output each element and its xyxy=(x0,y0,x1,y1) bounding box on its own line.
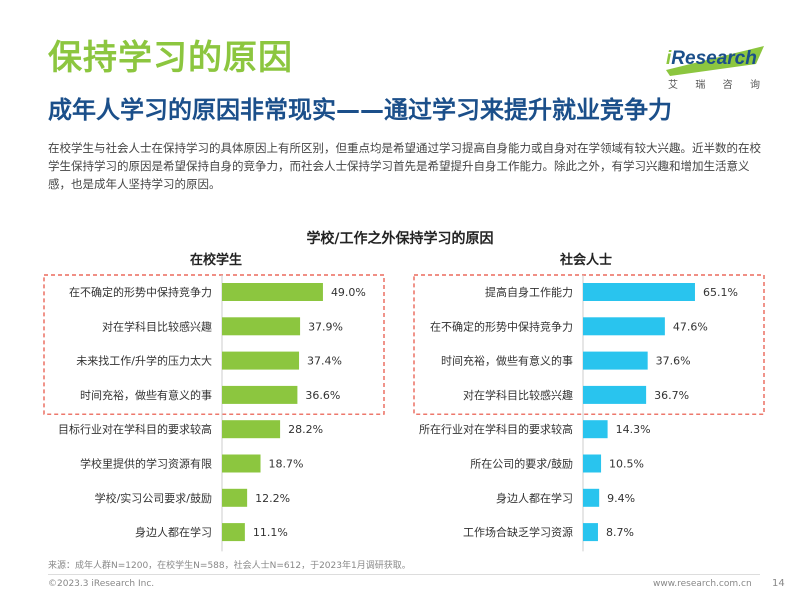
category-label-professionals: 提高自身工作能力 xyxy=(485,285,573,299)
category-label-students: 目标行业对在学科目的要求较高 xyxy=(58,422,212,436)
logo-swoosh-icon xyxy=(666,46,764,76)
logo-char: 艾 xyxy=(668,80,678,91)
category-label-professionals: 时间充裕，做些有意义的事 xyxy=(441,354,573,368)
bar-students xyxy=(222,283,323,301)
value-label-students: 37.9% xyxy=(308,320,343,333)
category-label-students: 未来找工作/升学的压力太大 xyxy=(76,354,212,368)
bar-professionals xyxy=(583,351,648,370)
value-label-professionals: 37.6% xyxy=(656,355,691,368)
website-link[interactable]: www.research.com.cn xyxy=(653,579,752,589)
category-label-students: 学校里提供的学习资源有限 xyxy=(80,457,212,471)
value-label-students: 49.0% xyxy=(331,286,366,299)
value-label-students: 11.1% xyxy=(253,526,288,539)
chart-title: 学校/工作之外保持学习的原因 xyxy=(306,231,494,247)
page-subtitle: 成年人学习的原因非常现实——通过学习来提升就业竞争力 xyxy=(48,96,672,124)
bar-professionals xyxy=(583,317,665,336)
page-title: 保持学习的原因 xyxy=(48,38,293,78)
category-label-professionals: 在不确定的形势中保持竞争力 xyxy=(430,319,573,333)
category-label-professionals: 所在行业对在学科目的要求较高 xyxy=(419,422,573,436)
bar-students xyxy=(222,420,281,439)
category-label-students: 在不确定的形势中保持竞争力 xyxy=(69,285,212,299)
chart-group-title-professionals: 社会人士 xyxy=(560,253,613,268)
logo-char: 询 xyxy=(749,80,760,91)
value-label-professionals: 8.7% xyxy=(606,526,634,539)
value-label-professionals: 14.3% xyxy=(616,423,651,436)
value-label-professionals: 10.5% xyxy=(609,458,644,471)
logo-research: Research xyxy=(671,48,757,69)
bar-students xyxy=(222,385,298,404)
page-number: 14 xyxy=(772,578,785,589)
logo-char: 瑞 xyxy=(695,80,706,91)
highlight-box-professionals xyxy=(413,274,765,415)
bar-students xyxy=(222,523,245,542)
source-note: 来源：成年人群N=1200，在校学生N=588，社会人士N=612，于2023年… xyxy=(48,561,411,571)
category-label-professionals: 所在公司的要求/鼓励 xyxy=(470,457,573,471)
category-label-professionals: 身边人都在学习 xyxy=(496,491,573,505)
highlight-box-students xyxy=(43,274,385,415)
intro-paragraph: 在校学生与社会人士在保持学习的具体原因上有所区别，但重点均是希望通过学习提高自身… xyxy=(48,141,761,191)
logo-wordmark: iResearch xyxy=(666,48,757,70)
value-label-students: 18.7% xyxy=(269,458,304,471)
category-label-students: 对在学科目比较感兴趣 xyxy=(102,319,212,333)
bar-professionals xyxy=(583,523,598,542)
category-label-students: 身边人都在学习 xyxy=(135,525,212,539)
value-label-professionals: 36.7% xyxy=(654,389,689,402)
logo-char: 咨 xyxy=(722,80,733,91)
category-label-students: 学校/实习公司要求/鼓励 xyxy=(95,491,212,505)
category-label-professionals: 工作场合缺乏学习资源 xyxy=(463,525,573,539)
value-label-professionals: 9.4% xyxy=(607,492,635,505)
value-label-students: 36.6% xyxy=(305,389,340,402)
value-label-professionals: 47.6% xyxy=(673,320,708,333)
bar-students xyxy=(222,454,261,473)
value-label-students: 12.2% xyxy=(255,492,290,505)
logo-chinese-name: 艾 瑞 咨 询 xyxy=(668,76,760,91)
bar-professionals xyxy=(583,420,608,439)
copyright: ©2023.3 iResearch Inc. xyxy=(48,579,155,589)
logo-i: i xyxy=(666,48,672,69)
bar-professionals xyxy=(583,385,647,404)
chart-group-title-students: 在校学生 xyxy=(190,253,243,268)
value-label-students: 28.2% xyxy=(288,423,323,436)
bar-students xyxy=(222,488,248,507)
bar-professionals xyxy=(583,283,695,301)
category-label-professionals: 对在学科目比较感兴趣 xyxy=(463,388,573,402)
value-label-students: 37.4% xyxy=(307,355,342,368)
category-label-students: 时间充裕，做些有意义的事 xyxy=(80,388,212,402)
bar-students xyxy=(222,317,301,336)
bar-professionals xyxy=(583,488,600,507)
bar-students xyxy=(222,351,300,370)
value-label-professionals: 65.1% xyxy=(703,286,738,299)
footer-divider xyxy=(48,574,760,575)
bar-professionals xyxy=(583,454,602,473)
